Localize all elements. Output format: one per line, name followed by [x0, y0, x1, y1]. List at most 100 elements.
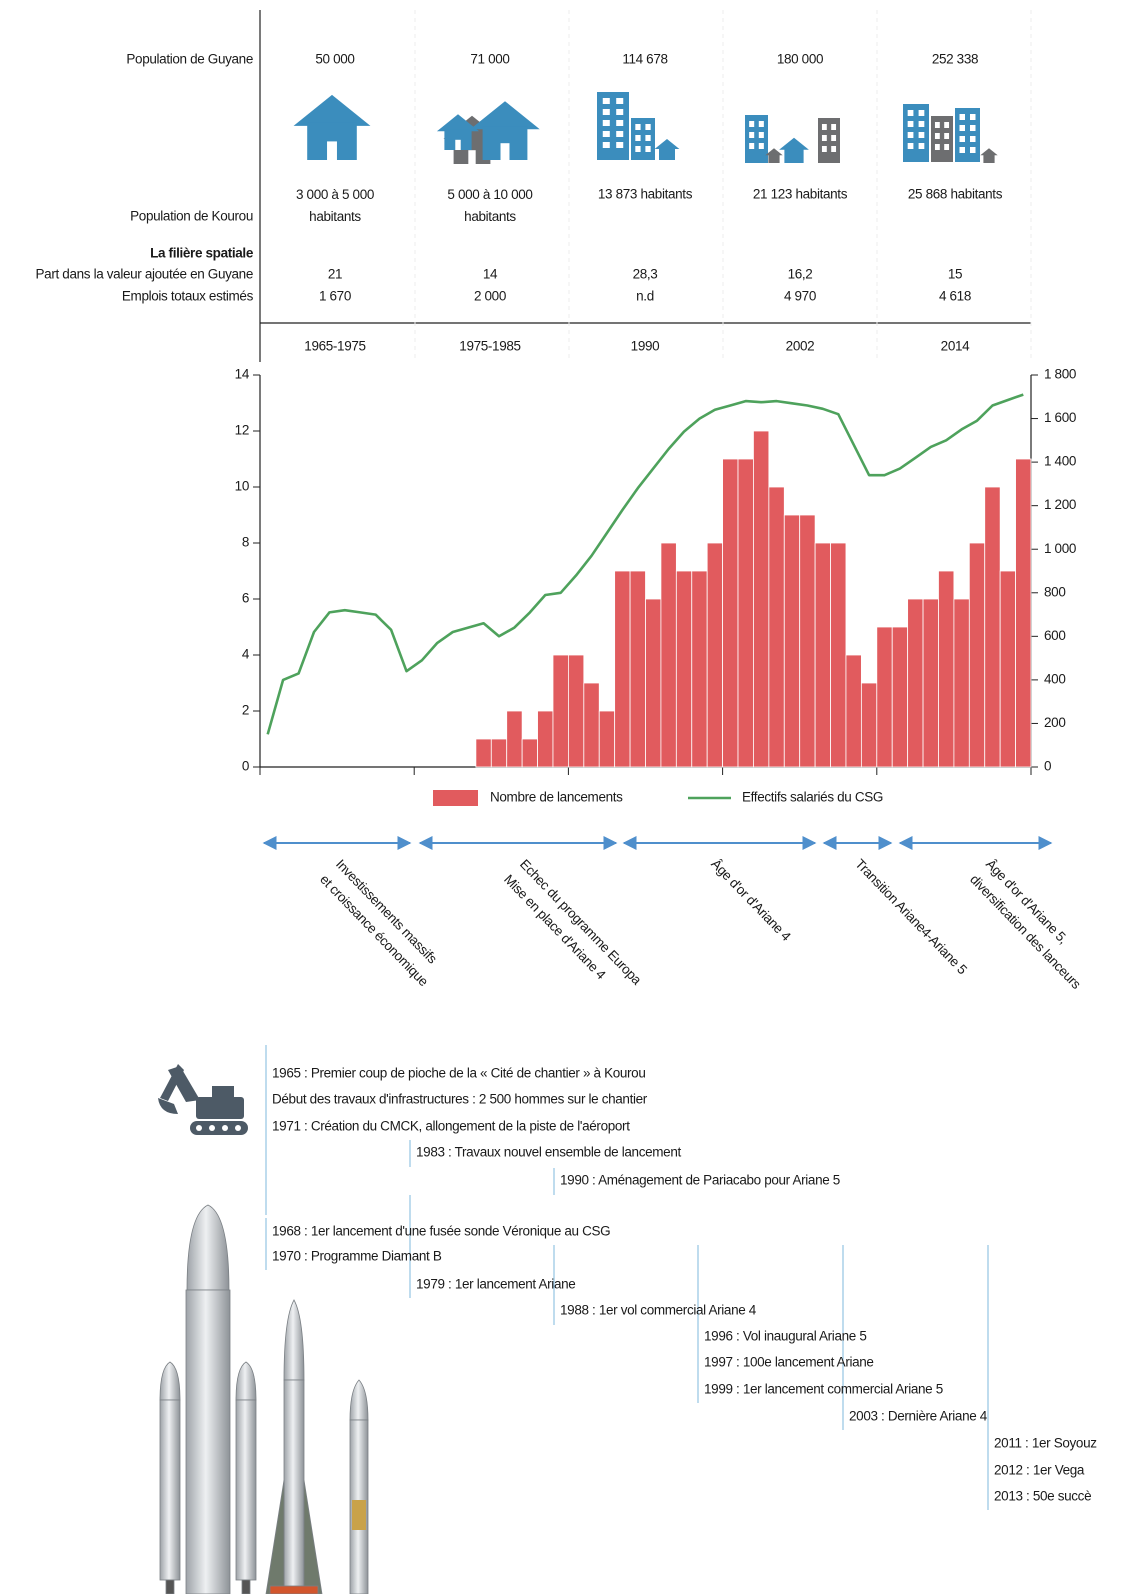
house-door	[500, 143, 510, 160]
window	[944, 144, 950, 150]
table-cell: n.d	[636, 289, 654, 304]
table-cell: 2 000	[474, 289, 506, 304]
bar	[830, 542, 847, 768]
bar	[953, 598, 970, 768]
house-body	[784, 148, 804, 163]
row-label: Part dans la valeur ajoutée en Guyane	[36, 267, 253, 282]
timeline-entry: 2011 : 1er Soyouz	[994, 1436, 1097, 1451]
building	[818, 118, 840, 163]
phase-label: Âge d'or d'Ariane 4	[708, 856, 794, 944]
bar	[938, 570, 955, 768]
window	[959, 125, 965, 131]
table-cell: 252 338	[932, 52, 978, 67]
y-tick-label: 12	[235, 423, 249, 438]
timeline-entry: 1988 : 1er vol commercial Ariane 4	[560, 1303, 757, 1318]
window	[602, 109, 610, 115]
y2-tick-label: 1 200	[1044, 497, 1076, 512]
bar	[999, 570, 1016, 768]
y2-tick-label: 1 000	[1044, 541, 1076, 556]
timeline-entry: 2003 : Dernière Ariane 4	[849, 1409, 988, 1424]
window	[918, 110, 925, 116]
timeline-entry: 2013 : 50e succè	[994, 1489, 1091, 1504]
row-label: La filière spatiale	[150, 246, 254, 261]
house-roof	[436, 114, 480, 132]
bar	[706, 542, 723, 768]
window	[934, 122, 940, 128]
window	[616, 142, 624, 148]
bar	[799, 514, 816, 768]
bar	[737, 458, 754, 768]
bar	[876, 626, 893, 768]
window	[831, 124, 837, 130]
window	[970, 114, 976, 120]
bar	[675, 570, 693, 768]
bar	[629, 570, 646, 768]
window	[616, 131, 624, 137]
window	[934, 133, 940, 139]
table-cell: 25 868 habitants	[908, 187, 1003, 202]
window	[907, 143, 914, 149]
table-cell: 4 970	[784, 289, 816, 304]
house-roof	[654, 139, 680, 149]
table-cell: 21	[328, 267, 342, 282]
table-cell: 4 618	[939, 289, 971, 304]
house-roof	[980, 148, 998, 156]
table-cell: 14	[483, 267, 498, 282]
window	[616, 120, 624, 126]
y2-tick-label: 1 800	[1044, 367, 1076, 382]
timeline-entry: 1965 : Premier coup de pioche de la « Ci…	[272, 1066, 646, 1081]
bar	[614, 570, 631, 768]
window	[645, 135, 651, 141]
bar	[891, 626, 909, 768]
window	[758, 143, 764, 149]
window	[970, 147, 976, 153]
y-tick-label: 8	[242, 535, 249, 550]
bar	[691, 570, 708, 768]
bar	[968, 542, 986, 768]
timeline-entry: 1983 : Travaux nouvel ensemble de lancem…	[416, 1145, 681, 1160]
bar	[521, 738, 538, 768]
bar	[1015, 458, 1032, 768]
table-cell: 1 670	[319, 289, 351, 304]
timeline-entry: 2012 : 1er Vega	[994, 1463, 1085, 1478]
table-cell: 180 000	[777, 52, 823, 67]
line	[266, 393, 1024, 735]
window	[635, 124, 641, 130]
window	[970, 125, 976, 131]
bar	[645, 598, 662, 768]
y2-tick-label: 200	[1044, 715, 1065, 730]
phase-label: Echec du programme EuropaMise en place d…	[501, 856, 645, 1003]
bar	[814, 542, 831, 768]
table-cell: 21 123 habitants	[753, 187, 848, 202]
window	[602, 120, 610, 126]
excavator-icon	[158, 1064, 248, 1135]
y2-tick-label: 400	[1044, 671, 1065, 686]
table-cell: 5 000 à 10 000 habitants	[447, 187, 532, 224]
timeline-entry: 1968 : 1er lancement d'une fusée sonde V…	[272, 1224, 610, 1239]
window	[918, 143, 925, 149]
window	[821, 124, 827, 130]
window	[749, 143, 755, 149]
bar	[490, 738, 508, 768]
timeline-entry: 1997 : 100e lancement Ariane	[704, 1355, 874, 1370]
window	[959, 136, 965, 142]
timeline-entry: 1999 : 1er lancement commercial Ariane 5	[704, 1382, 943, 1397]
building	[931, 116, 953, 162]
window	[645, 146, 651, 152]
bar	[506, 710, 523, 768]
timeline-entry: 1996 : Vol inaugural Ariane 5	[704, 1329, 866, 1344]
window	[944, 133, 950, 139]
bar	[768, 486, 785, 768]
window	[821, 135, 827, 141]
y-tick-label: 10	[235, 479, 249, 494]
window	[831, 135, 837, 141]
building	[631, 118, 655, 160]
window	[749, 132, 755, 138]
bar	[568, 654, 585, 768]
bar	[583, 682, 600, 768]
house-body	[659, 148, 675, 160]
legend-label: Effectifs salariés du CSG	[742, 790, 883, 805]
house-door	[468, 150, 476, 164]
y2-tick-label: 0	[1044, 759, 1051, 774]
table-cell: 15	[948, 267, 962, 282]
